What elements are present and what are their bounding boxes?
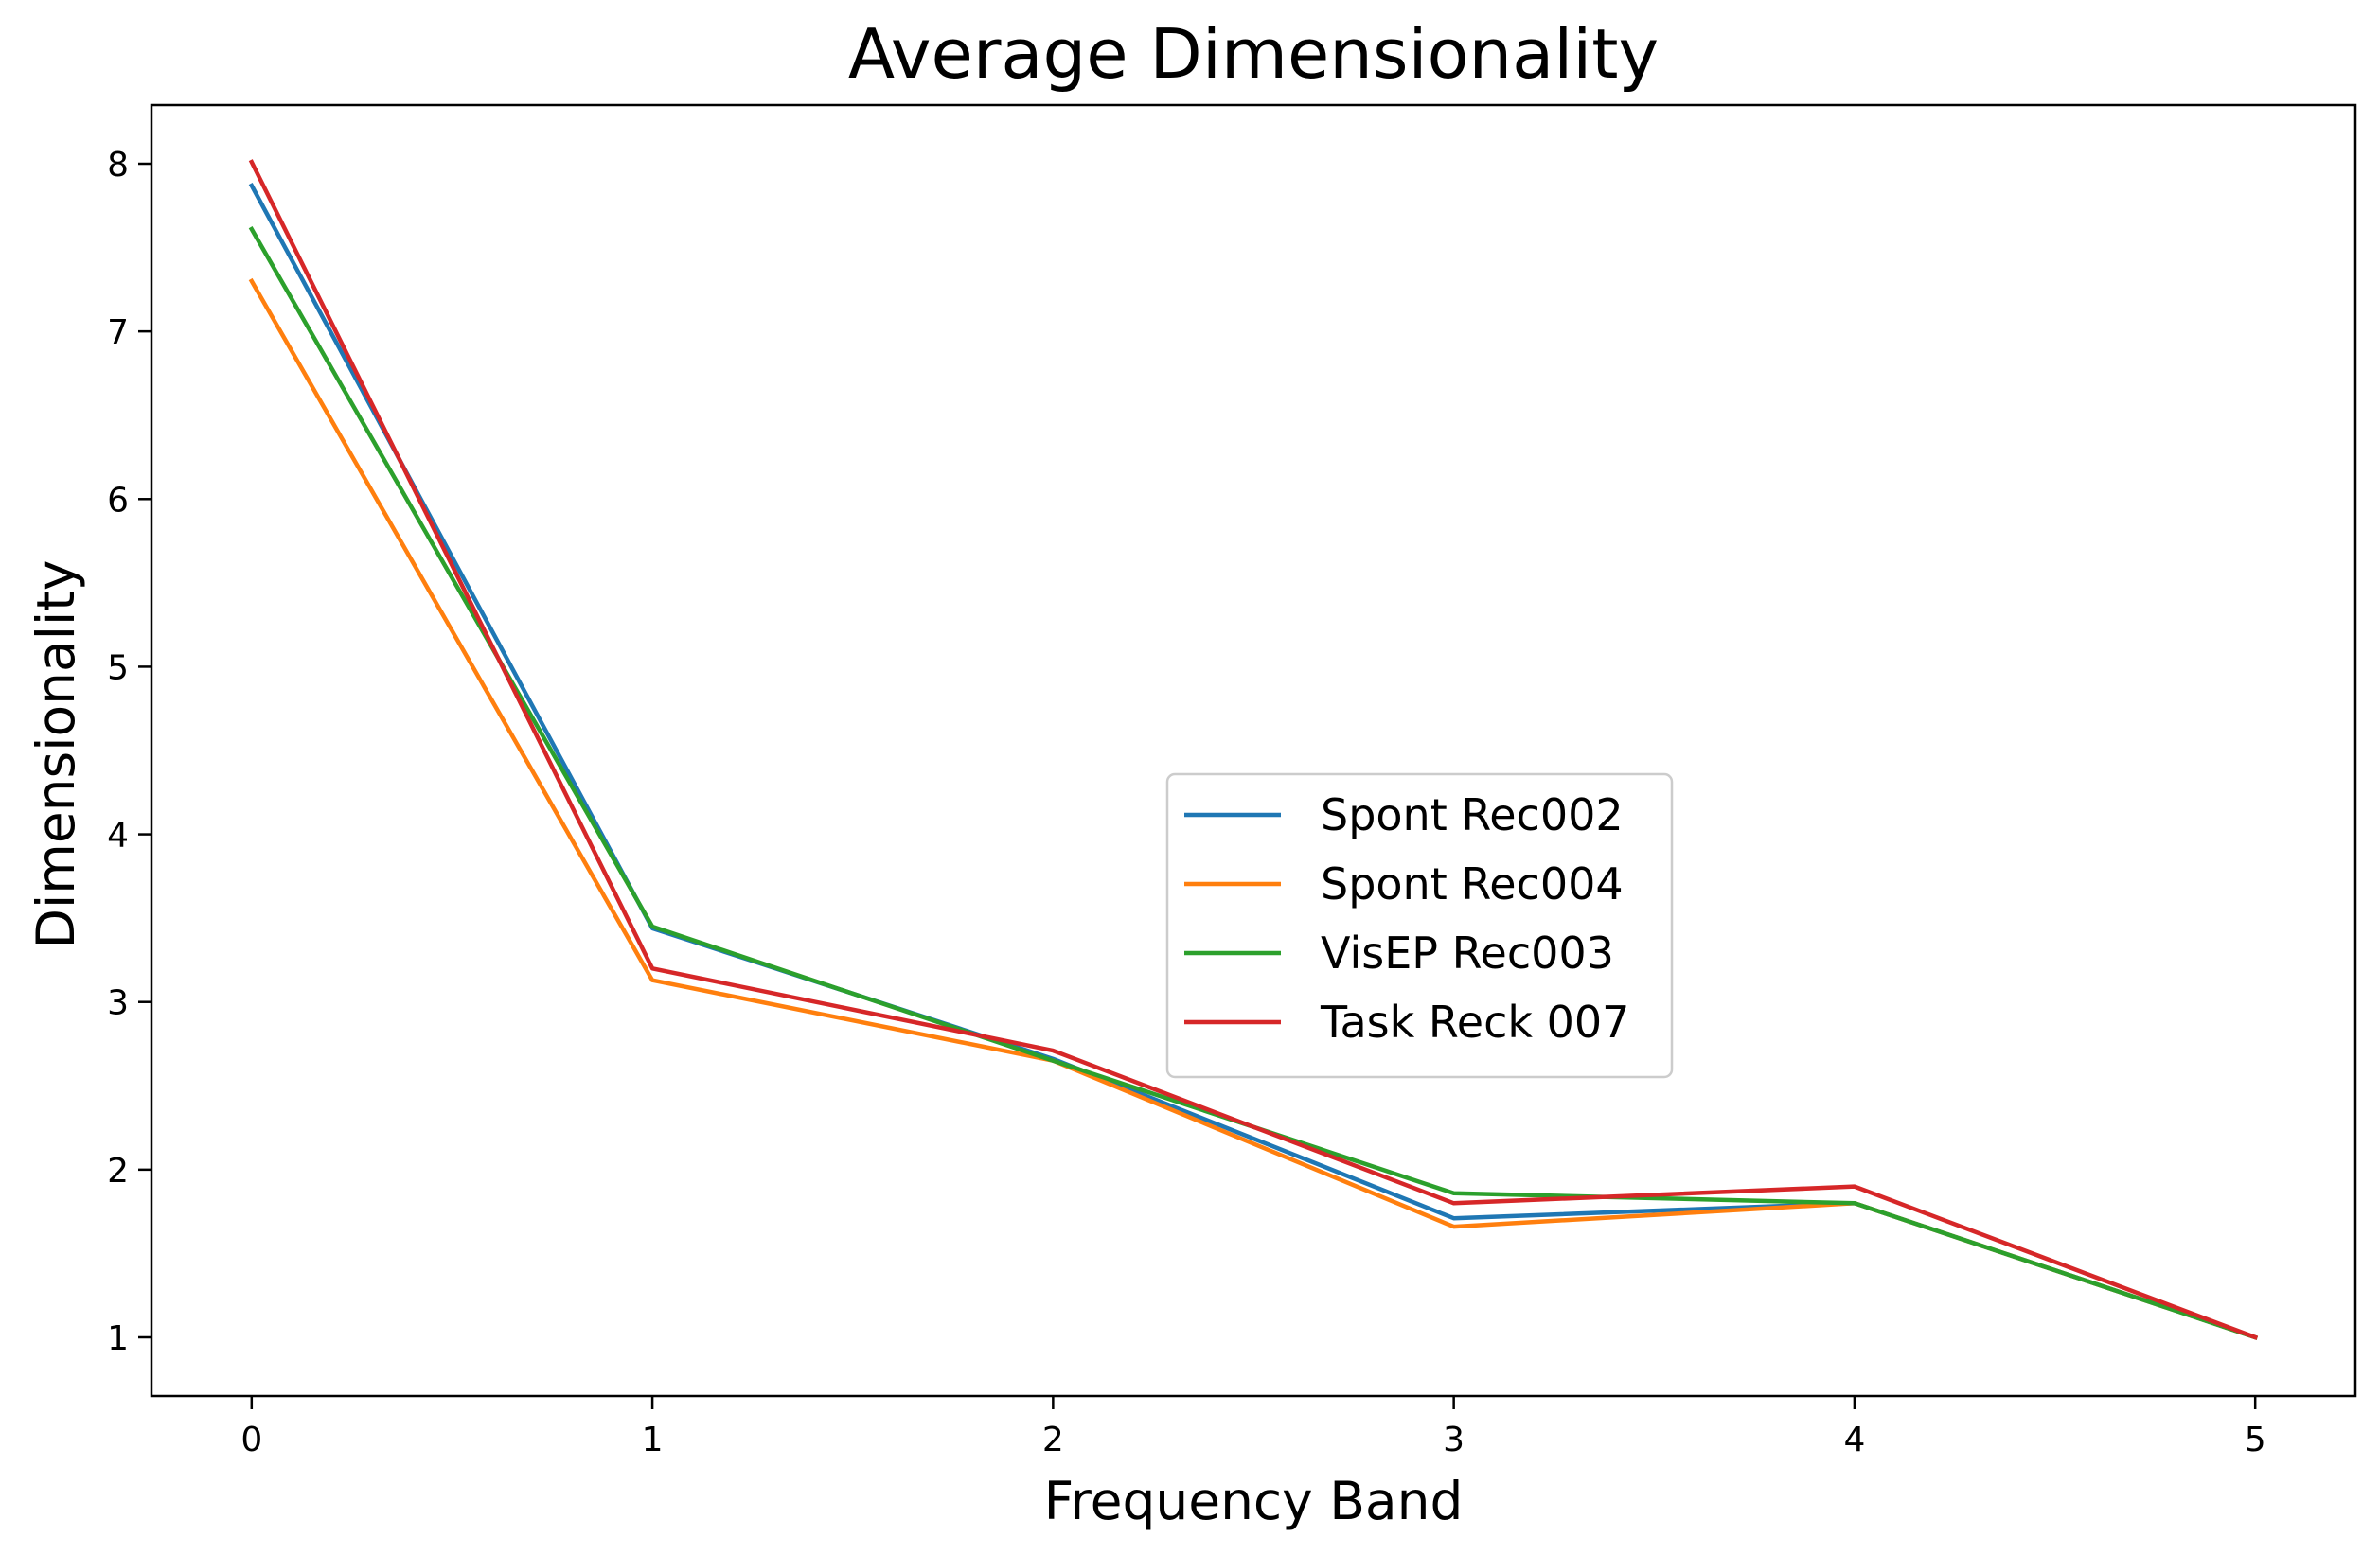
series-line-task-reck-007 bbox=[248, 159, 2259, 1340]
legend-box bbox=[1165, 772, 1674, 1079]
x-tick-label: 5 bbox=[2245, 1421, 2266, 1459]
legend-entry-label: Spont Rec004 bbox=[1321, 858, 1624, 910]
legend-entry-label: VisEP Rec003 bbox=[1321, 928, 1614, 979]
y-tick-label: 5 bbox=[107, 648, 129, 687]
x-tick-label: 1 bbox=[642, 1421, 664, 1459]
y-tick-label: 7 bbox=[107, 313, 129, 352]
legend-entry-label: Spont Rec002 bbox=[1321, 789, 1624, 840]
x-tick-label: 4 bbox=[1843, 1421, 1865, 1459]
x-tick-label: 0 bbox=[240, 1421, 262, 1459]
y-axis-label: Dimensionality bbox=[26, 560, 86, 949]
legend-entry-label: Task Reck 007 bbox=[1320, 997, 1629, 1048]
series-layer bbox=[248, 159, 2259, 1340]
legend: Spont Rec002 Spont Rec004 VisEP Rec003 Task… bbox=[1165, 772, 1674, 1079]
y-tick-label: 4 bbox=[107, 817, 129, 856]
y-tick-label: 6 bbox=[107, 481, 129, 520]
y-tick-label: 2 bbox=[107, 1152, 129, 1191]
y-tick-label: 8 bbox=[107, 146, 129, 185]
plot-frame bbox=[150, 103, 2357, 1398]
x-tick-label: 3 bbox=[1443, 1421, 1465, 1459]
x-tick-label: 2 bbox=[1042, 1421, 1064, 1459]
y-tick-label: 3 bbox=[107, 984, 129, 1023]
ticks-layer: 0 1 2 3 4 5 1 2 3 4 5 6 7 8 bbox=[107, 146, 2266, 1459]
x-axis-label: Frequency Band bbox=[1044, 1471, 1464, 1531]
y-tick-label: 1 bbox=[107, 1319, 129, 1358]
chart-title: Average Dimensionality bbox=[848, 14, 1659, 94]
